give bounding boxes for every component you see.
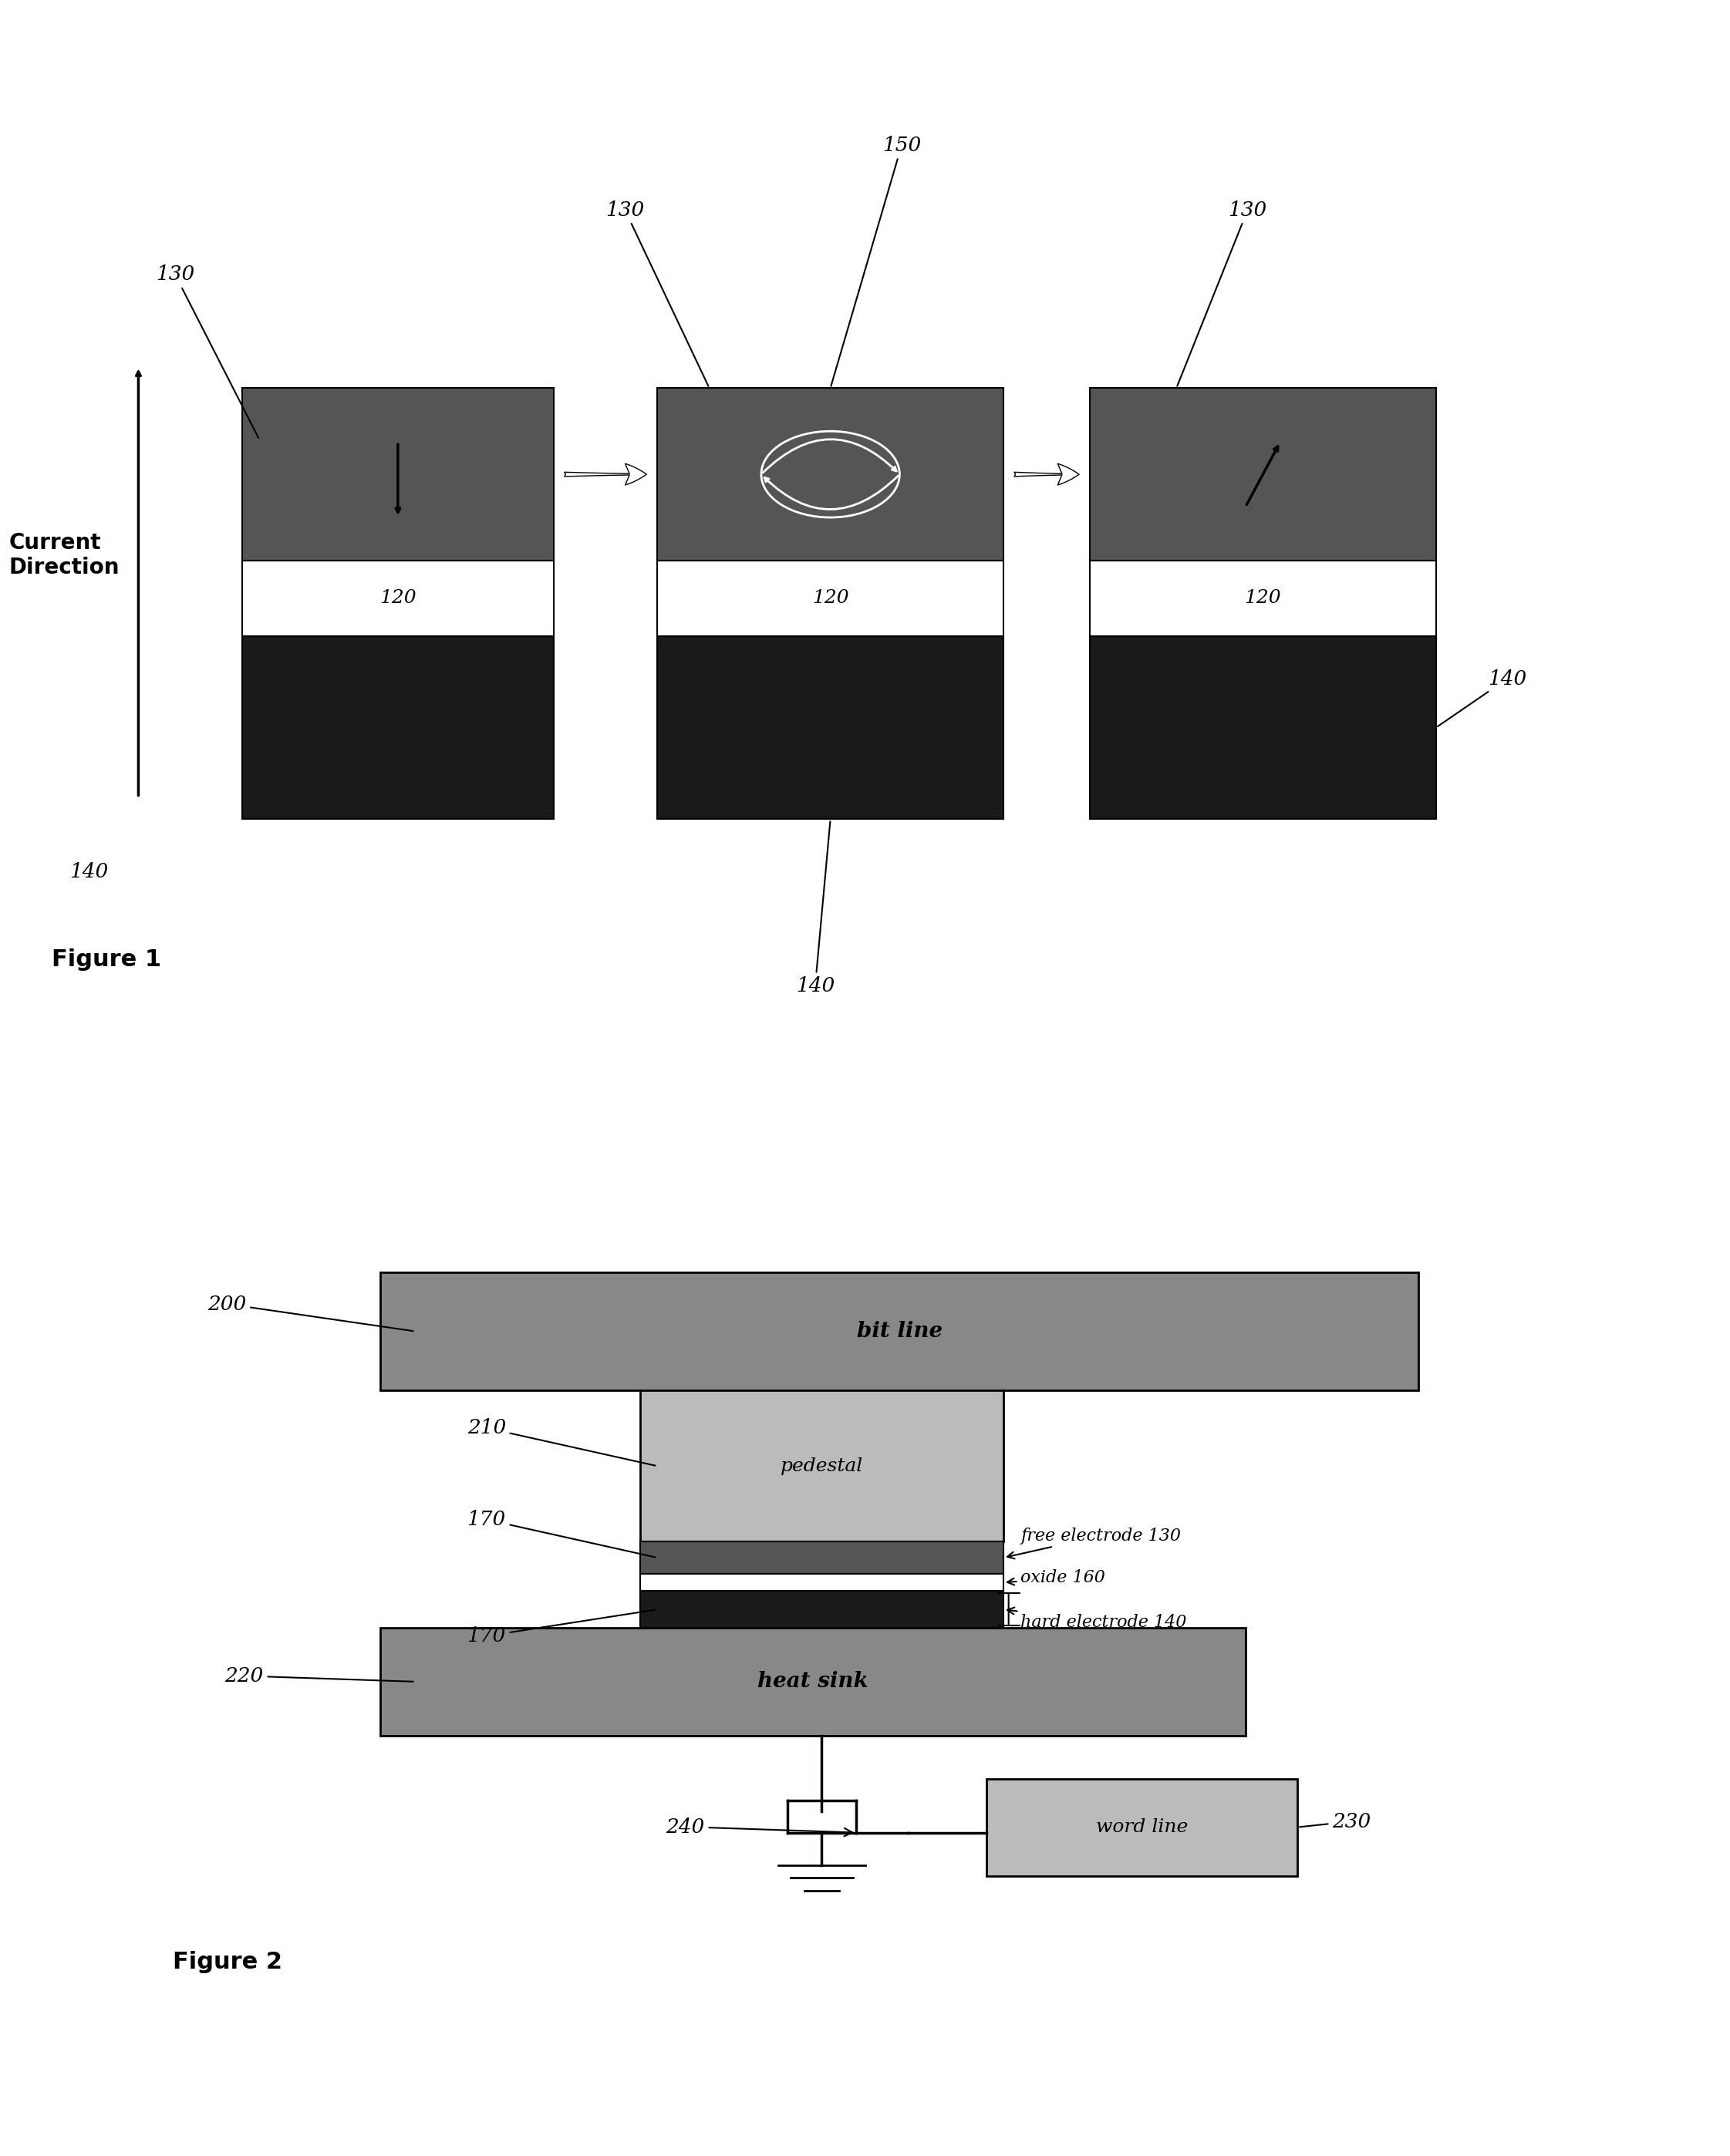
Text: 140: 140 [1438, 668, 1526, 727]
Text: 210: 210 [467, 1419, 656, 1466]
FancyBboxPatch shape [986, 1779, 1298, 1876]
Text: oxide 160: oxide 160 [1007, 1570, 1105, 1587]
FancyBboxPatch shape [640, 1574, 1003, 1591]
Text: 120: 120 [1244, 589, 1282, 608]
FancyBboxPatch shape [1090, 636, 1436, 819]
Text: hard electrode 140: hard electrode 140 [1007, 1608, 1187, 1630]
Text: Current
Direction: Current Direction [9, 533, 119, 578]
FancyBboxPatch shape [657, 561, 1003, 636]
Text: 120: 120 [811, 589, 849, 608]
Text: 200: 200 [208, 1294, 413, 1330]
Text: 220: 220 [225, 1667, 413, 1686]
Text: 120: 120 [379, 589, 417, 608]
Text: 140: 140 [796, 821, 834, 996]
FancyBboxPatch shape [242, 636, 554, 819]
Text: 140: 140 [69, 862, 107, 882]
Text: 170: 170 [467, 1611, 656, 1645]
FancyBboxPatch shape [640, 1542, 1003, 1574]
FancyBboxPatch shape [657, 388, 1003, 561]
Text: 170: 170 [467, 1509, 656, 1557]
FancyBboxPatch shape [1090, 388, 1436, 561]
FancyBboxPatch shape [381, 1272, 1419, 1391]
Text: 240: 240 [666, 1818, 853, 1837]
Text: 130: 130 [156, 265, 258, 438]
Text: Figure 1: Figure 1 [52, 949, 161, 970]
Text: word line: word line [1095, 1818, 1189, 1837]
Text: heat sink: heat sink [758, 1671, 868, 1692]
Text: 230: 230 [1299, 1811, 1370, 1830]
Text: pedestal: pedestal [780, 1457, 863, 1475]
Text: 130: 130 [1176, 201, 1266, 386]
FancyBboxPatch shape [640, 1591, 1003, 1628]
FancyBboxPatch shape [381, 1628, 1246, 1736]
FancyBboxPatch shape [1090, 561, 1436, 636]
FancyBboxPatch shape [640, 1391, 1003, 1542]
Text: bit line: bit line [856, 1322, 943, 1341]
FancyBboxPatch shape [242, 561, 554, 636]
Text: free electrode 130: free electrode 130 [1007, 1526, 1182, 1559]
Text: 150: 150 [830, 136, 920, 386]
FancyBboxPatch shape [242, 388, 554, 561]
Text: Figure 2: Figure 2 [173, 1951, 282, 1973]
Text: 130: 130 [606, 201, 708, 386]
FancyBboxPatch shape [657, 636, 1003, 819]
